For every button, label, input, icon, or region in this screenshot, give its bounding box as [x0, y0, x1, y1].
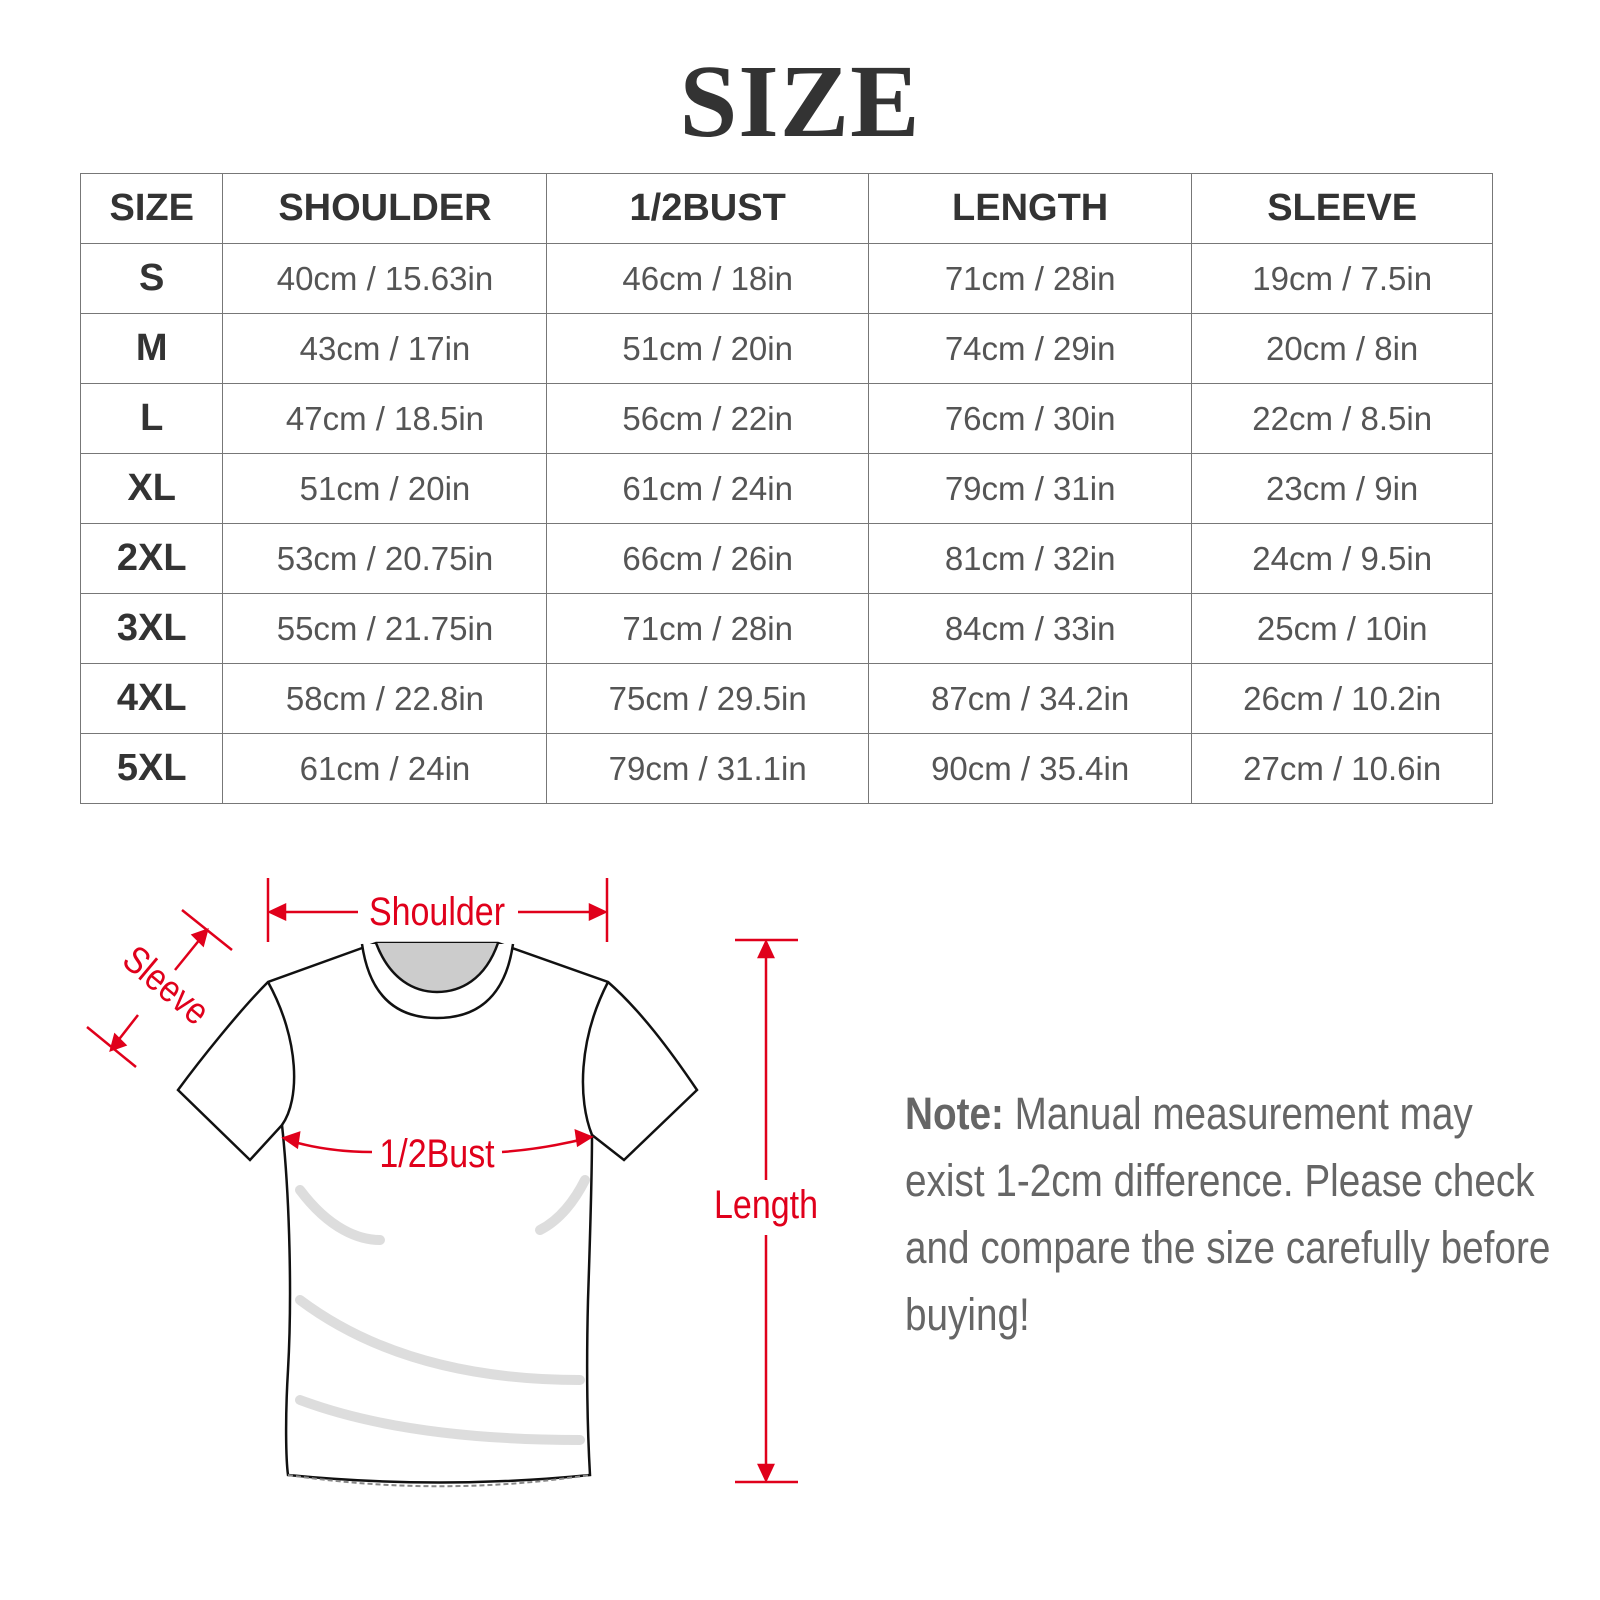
table-row: XL 51cm / 20in 61cm / 24in 79cm / 31in 23cm … [79, 453, 1493, 524]
measurement-cell: 27cm / 10.6in [1191, 733, 1493, 804]
length-label: Length [714, 1181, 818, 1226]
measurement-cell: 43cm / 17in [222, 313, 548, 384]
measurement-cell: 76cm / 30in [867, 383, 1193, 454]
measurement-cell: 56cm / 22in [546, 383, 869, 454]
measurement-cell: 51cm / 20in [546, 313, 869, 384]
column-header-sleeve: SLEEVE [1191, 173, 1493, 244]
table-row: M 43cm / 17in 51cm / 20in 74cm / 29in 20cm /… [79, 313, 1493, 384]
size-cell: 3XL [79, 593, 224, 664]
size-cell: 5XL [79, 733, 224, 804]
measurement-cell: 58cm / 22.8in [222, 663, 548, 734]
table-row: S 40cm / 15.63in 46cm / 18in 71cm / 28in 19c… [79, 243, 1493, 314]
sleeve-label: Sleeve [115, 938, 218, 1034]
bust-label: 1/2Bust [379, 1130, 495, 1175]
measurement-cell: 22cm / 8.5in [1191, 383, 1493, 454]
table-row: 5XL 61cm / 24in 79cm / 31.1in 90cm / 35.4in… [79, 733, 1493, 804]
measurement-cell: 24cm / 9.5in [1191, 523, 1493, 594]
measurement-cell: 81cm / 32in [867, 523, 1193, 594]
measure-lines [86, 878, 798, 1484]
table-row: 4XL 58cm / 22.8in 75cm / 29.5in 87cm / 34.2… [79, 663, 1493, 734]
measurement-cell: 79cm / 31.1in [546, 733, 869, 804]
measurement-cell: 55cm / 21.75in [222, 593, 548, 664]
measurement-cell: 71cm / 28in [867, 243, 1193, 314]
measurement-cell: 40cm / 15.63in [222, 243, 548, 314]
fabric-shading [295, 1175, 590, 1445]
size-cell: 2XL [79, 523, 224, 594]
measurement-cell: 74cm / 29in [867, 313, 1193, 384]
measurement-cell: 90cm / 35.4in [867, 733, 1193, 804]
size-table: SIZE SHOULDER 1/2BUST LENGTH SLEEVE S 40cm / … [79, 173, 1493, 804]
column-header-size: SIZE [79, 173, 224, 244]
measurement-cell: 79cm / 31in [867, 453, 1193, 524]
size-cell: L [79, 383, 224, 454]
column-header-12bust: 1/2BUST [546, 173, 869, 244]
measurement-cell: 75cm / 29.5in [546, 663, 869, 734]
column-header-length: LENGTH [867, 173, 1193, 244]
tshirt-outline [176, 941, 699, 1484]
size-cell: M [79, 313, 224, 384]
measurement-cell: 53cm / 20.75in [222, 523, 548, 594]
table-row: L 47cm / 18.5in 56cm / 22in 76cm / 30in 22cm… [79, 383, 1493, 454]
measurement-cell: 84cm / 33in [867, 593, 1193, 664]
table-row: 3XL 55cm / 21.75in 71cm / 28in 84cm / 33in 2… [79, 593, 1493, 664]
note: Note: Manual measurement may exist 1-2cm… [905, 1080, 1559, 1348]
size-cell: XL [79, 453, 224, 524]
measurement-cell: 19cm / 7.5in [1191, 243, 1493, 314]
page-title: SIZE [679, 44, 921, 159]
measurement-cell: 23cm / 9in [1191, 453, 1493, 524]
measurement-cell: 26cm / 10.2in [1191, 663, 1493, 734]
note-text: Manual measurement may exist 1-2cm diffe… [905, 1088, 1551, 1340]
measurement-cell: 66cm / 26in [546, 523, 869, 594]
measurement-cell: 61cm / 24in [546, 453, 869, 524]
measurement-cell: 51cm / 20in [222, 453, 548, 524]
column-header-shoulder: SHOULDER [222, 173, 548, 244]
measurement-cell: 46cm / 18in [546, 243, 869, 314]
tshirt-diagram: Shoulder 1/2Bust Length Sleeve [86, 878, 818, 1488]
table-row: 2XL 53cm / 20.75in 66cm / 26in 81cm / 32in 2… [79, 523, 1493, 594]
measurement-cell: 71cm / 28in [546, 593, 869, 664]
measurement-cell: 25cm / 10in [1191, 593, 1493, 664]
measurement-cell: 20cm / 8in [1191, 313, 1493, 384]
measurement-cell: 47cm / 18.5in [222, 383, 548, 454]
size-cell: 4XL [79, 663, 224, 734]
measurement-cell: 61cm / 24in [222, 733, 548, 804]
measurement-cell: 87cm / 34.2in [867, 663, 1193, 734]
note-label: Note: [905, 1088, 1004, 1139]
size-cell: S [79, 243, 224, 314]
shoulder-label: Shoulder [369, 888, 505, 933]
table-header-row: SIZE SHOULDER 1/2BUST LENGTH SLEEVE [79, 173, 1493, 244]
